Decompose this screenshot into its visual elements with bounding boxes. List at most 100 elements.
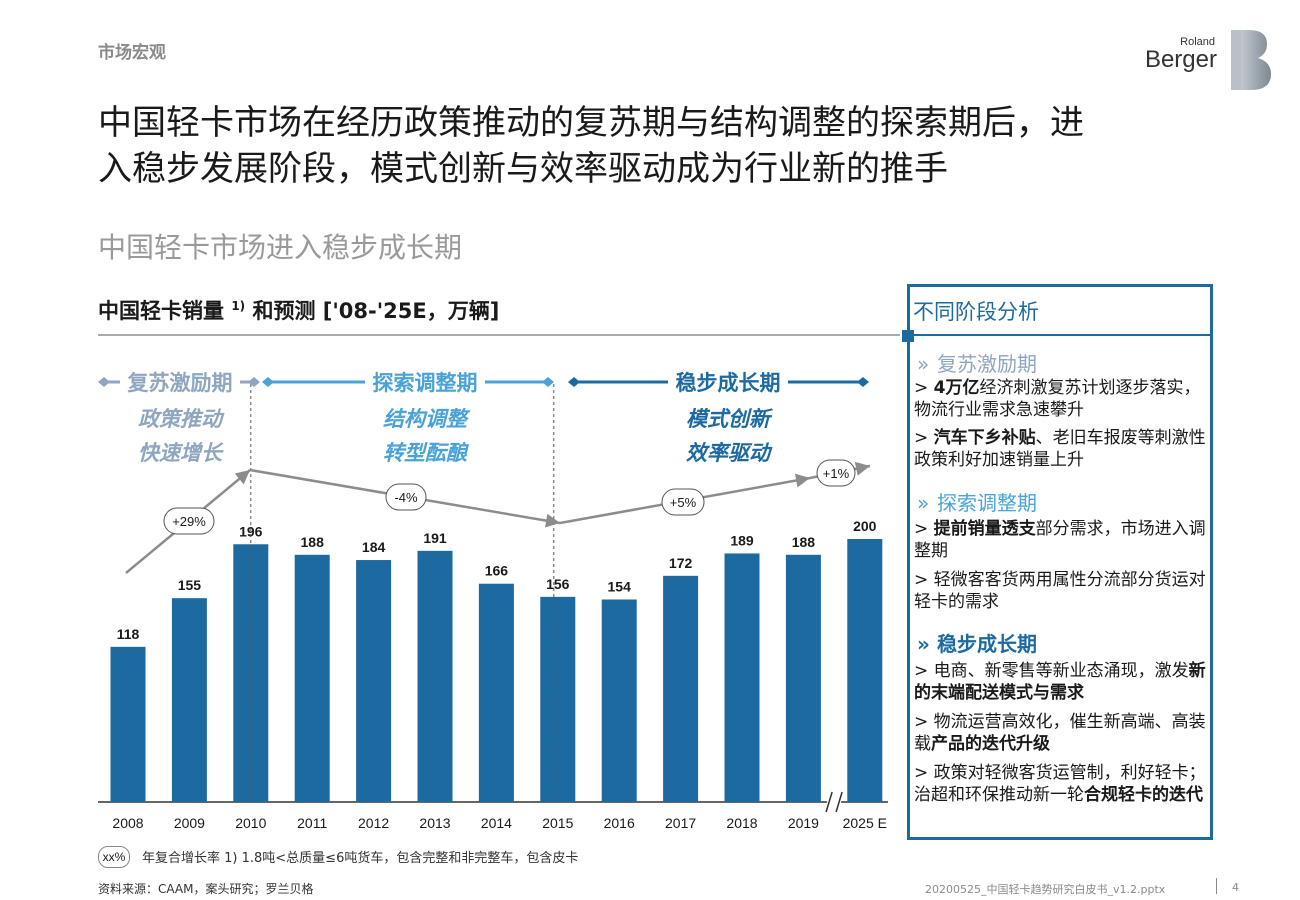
cagr-bubble	[163, 507, 215, 535]
phase-arrow-diamond-right	[542, 377, 554, 387]
tick-label-2009: 2009	[174, 815, 205, 831]
cagr-label-1: -4%	[394, 490, 418, 505]
tick-label-2017: 2017	[665, 815, 696, 831]
brand-b-icon	[1231, 30, 1271, 90]
phase-name-2: 稳步成长期	[676, 371, 781, 395]
title-line-1: 中国轻卡市场在经历政策推动的复苏期与结构调整的探索期后，进	[98, 103, 1084, 143]
panel-heading-recovery: » 复苏激励期	[917, 352, 1037, 376]
value-label-2009: 155	[178, 577, 202, 593]
phase-desc-line1-0: 政策推动	[138, 407, 225, 431]
phase-desc-line1-2: 模式创新	[686, 407, 774, 431]
cagr-bubble	[661, 488, 705, 516]
phase-label-bg	[365, 368, 485, 396]
value-label-2008: 118	[117, 626, 140, 642]
cagr-legend-badge: xx%	[98, 846, 130, 868]
tick-label-2016: 2016	[604, 815, 635, 831]
tick-label-2013: 2013	[419, 815, 450, 831]
cagr-arrow-2008-2010-head	[234, 470, 250, 485]
phase-desc-line1-1: 结构调整	[383, 407, 471, 431]
double-chevron-icon: »	[917, 352, 930, 376]
bar-2017	[663, 575, 699, 802]
phase-label-bg	[120, 368, 240, 396]
cagr-label-2: +5%	[670, 495, 697, 510]
tick-label-2018: 2018	[726, 815, 757, 831]
chart-title-rest: 和预测 ['08-'25E，万辆]	[252, 299, 500, 323]
value-label-2012: 184	[362, 539, 386, 555]
section-label: 市场宏观	[98, 43, 166, 63]
bar-2025 E	[847, 539, 883, 802]
phase-arrow-diamond-left	[98, 377, 110, 387]
panel-title: 不同阶段分析	[913, 300, 1039, 324]
bullet-growth-1: > 电商、新零售等新业态涌现，激发新的末端配送模式与需求	[914, 661, 1206, 703]
title-line-2: 入稳步发展阶段，模式创新与效率驱动成为行业新的推手	[98, 149, 948, 189]
page-number: 4	[1232, 881, 1239, 894]
value-label-2011: 188	[301, 534, 325, 550]
cagr-arrow-2010-2015-head	[545, 513, 560, 528]
brand-logo: Roland Berger	[1140, 28, 1275, 93]
bar-2015	[540, 596, 576, 802]
phase-name-0: 复苏激励期	[127, 371, 233, 395]
value-label-2015: 156	[546, 576, 570, 592]
chart-title-main: 中国轻卡销量	[98, 299, 224, 323]
value-label-2017: 172	[669, 555, 693, 571]
phase-label-bg	[668, 368, 788, 396]
cagr-arrow-2015-2019-head	[794, 473, 810, 488]
value-label-2010: 196	[239, 523, 263, 539]
value-label-2025 E: 200	[853, 518, 877, 534]
value-label-2013: 191	[423, 530, 447, 546]
panel-title-rule	[907, 334, 1213, 336]
bar-2011	[294, 554, 330, 802]
value-label-2014: 166	[485, 563, 509, 579]
tick-label-2025 E: 2025 E	[843, 815, 887, 831]
panel-corner-marker	[902, 330, 914, 342]
phase-arrow-diamond-left	[262, 377, 274, 387]
bullet-exploration-1: > 提前销量透支部分需求，市场进入调整期	[914, 519, 1206, 561]
panel-heading-growth: » 稳步成长期	[917, 632, 1037, 656]
axis-break-mark	[825, 791, 833, 813]
phase-name-1: 探索调整期	[373, 371, 478, 395]
axis-break-mark	[835, 791, 843, 813]
chart-title: 中国轻卡销量 1) 和预测 ['08-'25E，万辆]	[98, 295, 499, 325]
cagr-label-0: +29%	[172, 514, 206, 529]
tick-label-2010: 2010	[235, 815, 266, 831]
bar-2016	[601, 599, 637, 802]
value-label-2016: 154	[608, 578, 632, 594]
footer-divider	[1216, 878, 1217, 894]
double-chevron-icon: »	[917, 632, 930, 656]
cagr-bubble	[816, 459, 856, 487]
bar-2018	[724, 553, 760, 802]
value-label-2019: 188	[792, 534, 816, 550]
panel-heading-exploration: » 探索调整期	[917, 491, 1037, 515]
footer-filename: 20200525_中国轻卡趋势研究白皮书_v1.2.pptx	[925, 883, 1166, 896]
chart-title-footnote-mark: 1)	[231, 299, 246, 313]
tick-label-2015: 2015	[542, 815, 573, 831]
phase-arrow-diamond-left	[568, 377, 580, 387]
phase-desc-line2-0: 快速增长	[138, 441, 224, 465]
tick-label-2012: 2012	[358, 815, 389, 831]
sales-chart: 118 2008 155 2009 196 2010 188 2011 184 2012 191 20…	[98, 334, 900, 831]
stage-analysis-panel	[907, 284, 1213, 840]
bullet-exploration-2: > 轻微客客货两用属性分流部分货运对轻卡的需求	[914, 570, 1206, 612]
bullet-growth-3: > 政策对轻微客货运管制，利好轻卡；治超和环保推动新一轮合规轻卡的迭代	[914, 763, 1206, 805]
tick-label-2011: 2011	[297, 815, 327, 831]
tick-label-2019: 2019	[788, 815, 819, 831]
page-title: 中国轻卡市场在经历政策推动的复苏期与结构调整的探索期后，进 入稳步发展阶段，模式…	[98, 100, 1238, 192]
value-label-2018: 189	[730, 532, 754, 548]
bar-2009	[171, 598, 207, 802]
legend-text: 年复合增长率 1) 1.8吨<总质量≤6吨货车，包含完整和非完整车，包含皮卡	[142, 851, 579, 866]
tick-label-2014: 2014	[481, 815, 512, 831]
phase-arrow-diamond-right	[857, 377, 869, 387]
bar-2013	[417, 550, 453, 802]
bullet-recovery-2: > 汽车下乡补贴、老旧车报废等刺激性政策利好加速销量上升	[914, 428, 1206, 470]
bullet-recovery-1: > 4万亿经济刺激复苏计划逐步落实，物流行业需求急速攀升	[914, 378, 1201, 420]
bar-2019	[785, 554, 821, 802]
brand-line2: Berger	[1144, 46, 1217, 73]
double-chevron-icon: »	[917, 491, 930, 515]
source-note: 资料来源：CAAM，案头研究；罗兰贝格	[98, 882, 314, 896]
bullet-growth-2: > 物流运营高效化，催生新高端、高装载产品的迭代升级	[914, 712, 1206, 754]
bar-2014	[478, 583, 514, 802]
cagr-bubble	[385, 483, 427, 511]
cagr-arrow-2019-2025-head	[854, 461, 870, 476]
cagr-label-3: +1%	[823, 466, 850, 481]
brand-line1: Roland	[1180, 36, 1215, 48]
